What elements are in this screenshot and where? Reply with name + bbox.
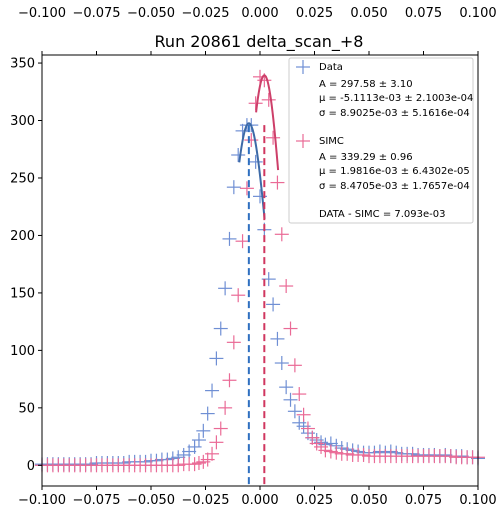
y-tick-label: 250 bbox=[10, 171, 35, 186]
legend-simc-marker bbox=[296, 134, 310, 148]
legend-data-marker bbox=[296, 60, 310, 74]
simc-point bbox=[287, 358, 302, 373]
x-tick-label: 0.050 bbox=[350, 493, 387, 508]
data-point bbox=[287, 404, 302, 419]
data-point bbox=[191, 433, 206, 448]
legend-data-label: Data bbox=[319, 62, 343, 73]
y-tick-label: 300 bbox=[10, 114, 35, 129]
simc-point bbox=[270, 175, 285, 190]
x-top-tick-label: −0.100 bbox=[18, 6, 66, 21]
data-point bbox=[231, 147, 246, 162]
simc-point bbox=[279, 279, 294, 294]
data-point bbox=[209, 351, 224, 366]
simc-point bbox=[171, 458, 186, 473]
simc-point bbox=[340, 446, 355, 461]
data-point bbox=[279, 380, 294, 395]
data-point bbox=[200, 406, 215, 421]
simc-point bbox=[292, 387, 307, 402]
simc-fit-curve bbox=[255, 74, 280, 171]
simc-point bbox=[443, 449, 458, 464]
y-tick-label: 0 bbox=[27, 459, 35, 474]
x-top-tick-label: 0.050 bbox=[350, 6, 387, 21]
simc-point bbox=[356, 447, 371, 462]
fit-lines bbox=[238, 74, 280, 486]
x-tick-label: −0.050 bbox=[127, 493, 175, 508]
data-point bbox=[213, 321, 228, 336]
plot-frame bbox=[41, 54, 479, 487]
y-tick-label: 200 bbox=[10, 229, 35, 244]
y-tick-label: 150 bbox=[10, 286, 35, 301]
legend-data-line-1: A = 297.58 ± 3.10 bbox=[319, 79, 413, 90]
simc-point bbox=[323, 444, 338, 459]
data-point bbox=[248, 154, 263, 169]
y-tick-label: 50 bbox=[18, 401, 35, 416]
legend: Data A = 297.58 ± 3.10 μ = -5.1113e-03 ±… bbox=[288, 57, 474, 224]
legend-box bbox=[288, 57, 474, 224]
legend-diff-line: DATA - SIMC = 7.093e-03 bbox=[319, 209, 445, 220]
x-top-tick-label: −0.025 bbox=[181, 6, 229, 21]
y-tick-label: 100 bbox=[10, 344, 35, 359]
x-top-tick-label: 0.000 bbox=[241, 6, 278, 21]
x-top-tick-label: 0.100 bbox=[459, 6, 496, 21]
x-top-tick-label: −0.050 bbox=[127, 6, 175, 21]
data-fit-curve bbox=[238, 122, 266, 220]
x-tick-label: −0.025 bbox=[181, 493, 229, 508]
simc-point bbox=[300, 421, 315, 436]
x-top-tick-label: 0.025 bbox=[296, 6, 333, 21]
x-tick-label: 0.075 bbox=[405, 493, 442, 508]
data-point bbox=[205, 383, 220, 398]
simc-point bbox=[296, 407, 311, 422]
simc-point bbox=[329, 445, 344, 460]
legend-data-line-3: σ = 8.9025e-03 ± 5.1616e-04 bbox=[319, 108, 470, 119]
x-tick-label: −0.100 bbox=[18, 493, 66, 508]
legend-data-line-2: μ = -5.1113e-03 ± 2.1003e-04 bbox=[319, 93, 473, 104]
legend-simc-line-3: σ = 8.4705e-03 ± 1.7657e-04 bbox=[319, 181, 470, 192]
x-top-tick-label: 0.075 bbox=[405, 6, 442, 21]
y-tick-label: 350 bbox=[10, 57, 35, 72]
simc-point bbox=[318, 443, 333, 458]
simc-point bbox=[213, 421, 228, 436]
data-point bbox=[274, 356, 289, 371]
simc-point bbox=[274, 227, 289, 242]
data-point bbox=[196, 423, 211, 438]
data-point bbox=[218, 281, 233, 296]
simc-series bbox=[35, 69, 485, 473]
simc-point bbox=[266, 130, 281, 145]
simc-point bbox=[235, 234, 250, 249]
data-point bbox=[283, 392, 298, 407]
x-tick-label: 0.025 bbox=[296, 493, 333, 508]
simc-point bbox=[222, 373, 237, 388]
simc-point bbox=[239, 181, 254, 196]
x-top-tick-label: −0.075 bbox=[72, 6, 120, 21]
simc-point bbox=[231, 288, 246, 303]
axes: −0.100 −0.100 −0.075 −0.075 −0.050 −0.050 −0.0… bbox=[10, 6, 496, 508]
simc-point bbox=[209, 435, 224, 450]
data-point bbox=[270, 331, 285, 346]
chart-title: Run 20861 delta_scan_+8 bbox=[155, 32, 364, 52]
ticks: −0.100 −0.100 −0.075 −0.075 −0.050 −0.050 −0.0… bbox=[10, 6, 496, 508]
simc-point bbox=[226, 335, 241, 350]
legend-simc-label: SIMC bbox=[319, 136, 344, 147]
x-tick-label: 0.000 bbox=[241, 493, 278, 508]
x-tick-label: −0.075 bbox=[72, 493, 120, 508]
legend-simc-line-2: μ = 1.9816e-03 ± 6.4302e-05 bbox=[319, 166, 470, 177]
data-point bbox=[226, 180, 241, 195]
simc-point bbox=[218, 400, 233, 415]
simc-point bbox=[205, 446, 220, 461]
data-point bbox=[266, 297, 281, 312]
simc-point bbox=[283, 321, 298, 336]
legend-simc-line-1: A = 339.29 ± 0.96 bbox=[319, 152, 413, 163]
simc-point bbox=[261, 92, 276, 107]
data-point bbox=[222, 231, 237, 246]
x-tick-label: 0.100 bbox=[459, 493, 496, 508]
